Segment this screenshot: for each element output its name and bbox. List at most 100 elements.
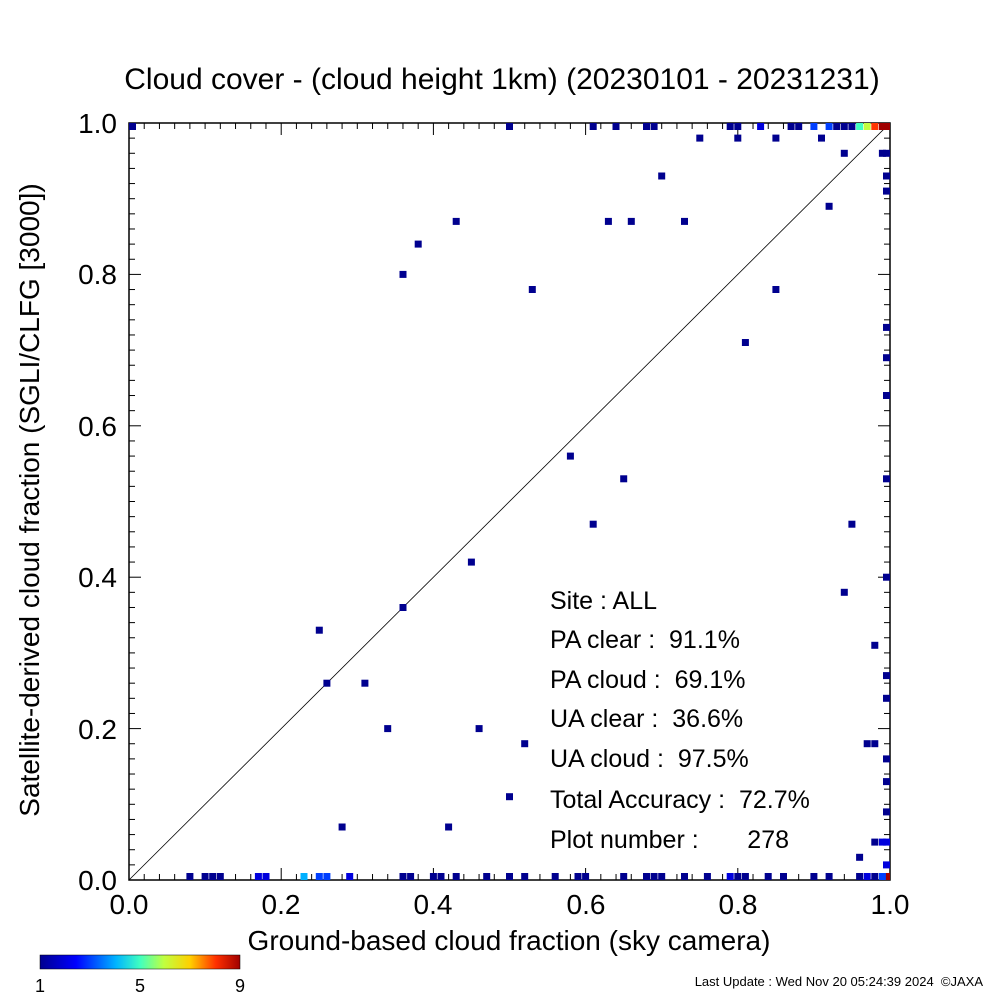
data-point <box>883 755 890 763</box>
stats-box: Site : ALL PA clear : 91.1% PA cloud : 6… <box>550 587 810 854</box>
data-point <box>475 725 483 733</box>
data-point <box>871 641 879 649</box>
data-point <box>734 873 742 880</box>
data-point <box>643 873 650 880</box>
data-point <box>650 123 658 130</box>
data-point <box>734 123 742 130</box>
data-point <box>528 286 536 293</box>
data-point <box>883 838 890 846</box>
data-point <box>840 123 848 130</box>
data-point <box>703 873 711 880</box>
data-point <box>883 475 890 483</box>
data-point <box>848 123 856 130</box>
plot-area <box>128 122 891 881</box>
data-point <box>620 873 628 880</box>
data-point <box>883 808 890 816</box>
data-point <box>863 123 871 130</box>
stats-pa-cloud: PA cloud : 69.1% <box>550 666 746 694</box>
data-point <box>780 873 787 880</box>
data-point <box>883 187 890 195</box>
data-point <box>643 123 650 130</box>
data-point <box>871 123 879 130</box>
data-point <box>445 823 453 831</box>
data-point <box>658 172 666 180</box>
data-point <box>681 217 688 225</box>
data-point <box>650 873 658 880</box>
data-point <box>323 873 331 880</box>
data-point <box>825 202 833 210</box>
data-point <box>883 172 890 180</box>
data-point <box>467 558 475 566</box>
data-point <box>878 123 886 130</box>
data-point <box>863 740 871 748</box>
data-point <box>871 838 879 846</box>
data-point <box>681 873 688 880</box>
stats-pa-clear: PA clear : 91.1% <box>550 626 740 654</box>
data-point <box>627 217 635 225</box>
data-point <box>741 873 749 880</box>
data-point <box>883 861 890 869</box>
data-point <box>787 123 795 130</box>
data-point <box>871 873 879 880</box>
data-point <box>878 873 886 880</box>
data-point <box>772 286 780 293</box>
data-point <box>878 149 886 157</box>
x-tick-labels: 0.0 0.2 0.4 0.6 0.8 1.0 <box>110 889 910 920</box>
data-point <box>506 123 513 130</box>
data-point <box>338 823 346 831</box>
last-update-text: Last Update : Wed Nov 20 05:24:39 2024 ©… <box>695 974 984 989</box>
y-tick-label: 0.4 <box>78 562 117 593</box>
data-point <box>883 392 890 399</box>
x-tick-label: 0.6 <box>567 889 606 920</box>
data-point <box>407 873 415 880</box>
stats-plot-number: Plot number : 278 <box>550 826 789 854</box>
data-point <box>658 873 666 880</box>
data-point <box>506 793 513 801</box>
data-point <box>810 873 818 880</box>
y-tick-label: 0.6 <box>78 411 117 442</box>
data-point <box>871 740 879 748</box>
data-point <box>437 873 445 880</box>
chart-title: Cloud cover - (cloud height 1km) (202301… <box>124 63 879 96</box>
data-point <box>878 838 886 846</box>
data-point <box>795 123 803 130</box>
data-point <box>483 873 491 880</box>
data-point <box>399 873 407 880</box>
data-point <box>315 873 323 880</box>
data-point <box>346 873 354 880</box>
data-point <box>764 873 772 880</box>
y-tick-label: 0.0 <box>78 865 117 896</box>
data-point <box>825 873 833 880</box>
data-point <box>848 520 856 528</box>
data-point <box>883 149 890 157</box>
data-point <box>883 354 890 362</box>
y-tick-labels: 0.0 0.2 0.4 0.6 0.8 1.0 <box>78 108 117 896</box>
data-point <box>883 323 890 331</box>
data-point <box>574 873 582 880</box>
data-point <box>506 873 513 880</box>
data-point <box>589 123 597 130</box>
data-point <box>551 873 559 880</box>
data-point <box>696 134 704 142</box>
stats-ua-clear: UA clear : 36.6% <box>550 705 743 733</box>
colorbar: 1 5 9 <box>35 954 245 996</box>
data-point <box>209 873 217 880</box>
data-point <box>452 217 460 225</box>
data-point <box>262 873 270 880</box>
data-point <box>772 134 780 142</box>
data-point <box>726 123 734 130</box>
data-point <box>414 240 422 248</box>
data-point <box>254 873 262 880</box>
y-tick-label: 0.2 <box>78 714 117 745</box>
data-points <box>129 123 890 880</box>
one-to-one-line <box>128 122 891 881</box>
data-point <box>429 873 437 880</box>
stats-ua-cloud: UA cloud : 97.5% <box>550 745 749 773</box>
x-tick-label: 0.2 <box>262 889 301 920</box>
data-point <box>521 873 529 880</box>
data-point <box>734 134 742 142</box>
data-point <box>883 672 890 680</box>
data-point <box>818 134 825 142</box>
data-point <box>825 123 833 130</box>
data-point <box>384 725 392 733</box>
